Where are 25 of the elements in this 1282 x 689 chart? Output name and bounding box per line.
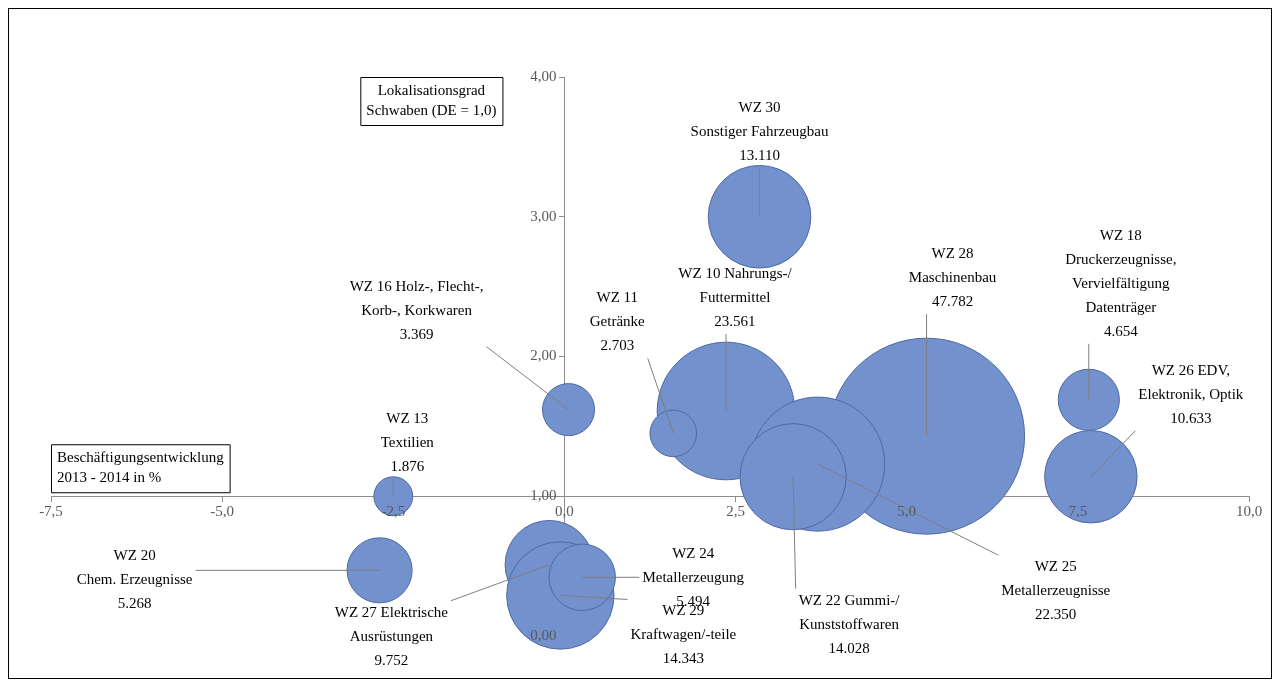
annotation: WZ 30 Sonstiger Fahrzeugbau 13.110: [690, 98, 829, 163]
y-tick-label: 2,00: [530, 347, 557, 364]
x-tick-label: -5,0: [210, 502, 235, 519]
y-tick-label: 3,00: [530, 207, 557, 224]
annotation: WZ 22 Gummi-/ Kunststoffwaren 14.028: [798, 591, 901, 656]
annotation: WZ 11 Getränke 2.703: [589, 289, 646, 354]
x-axis-title: Beschäftigungsentwicklung 2013 - 2014 in %: [57, 449, 225, 486]
y-axis-title: Lokalisationsgrad Schwaben (DE = 1,0): [366, 81, 497, 119]
x-tick-label: 2,5: [726, 502, 745, 519]
x-tick-label: 7,5: [1068, 502, 1088, 519]
x-tick-label: 10,0: [1235, 502, 1263, 519]
annotation: WZ 25 Metallerzeugnisse 22.350: [1001, 558, 1111, 623]
annotation: WZ 20 Chem. Erzeugnisse 5.268: [76, 547, 193, 612]
annotation: WZ 28 Maschinenbau 47.782: [908, 245, 997, 310]
x-tick-label: 5,0: [897, 502, 917, 519]
annotation: WZ 18 Druckerzeugnisse, Vervielfältigung Datenträger 4.654: [1065, 226, 1177, 339]
y-tick-label: 4,00: [530, 67, 557, 84]
annotation: WZ 13 Textilien 1.876: [380, 410, 435, 475]
annotation: WZ 10 Nahrungs-/ Futtermittel 23.561: [678, 264, 793, 329]
x-tick-label: -7,5: [39, 502, 63, 519]
x-tick-label: -2,5: [381, 502, 406, 519]
y-tick-label: 0,00: [530, 626, 557, 643]
annotation: WZ 16 Holz-, Flecht-, Korb-, Korkwaren 3.369: [349, 277, 484, 342]
annotation: WZ 26 EDV, Elektronik, Optik 10.633: [1138, 361, 1244, 426]
annotation: WZ 27 Elektrische Ausrüstungen 9.752: [334, 603, 449, 668]
